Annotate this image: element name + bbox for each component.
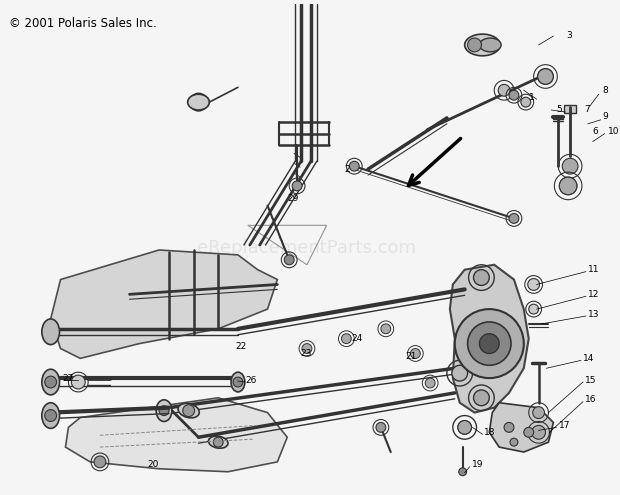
Polygon shape	[450, 265, 529, 413]
Text: 6: 6	[593, 127, 598, 136]
Text: 19: 19	[472, 460, 483, 469]
Ellipse shape	[42, 319, 60, 345]
Circle shape	[474, 270, 489, 286]
Ellipse shape	[188, 94, 210, 110]
Ellipse shape	[479, 38, 501, 52]
Circle shape	[71, 375, 85, 389]
Circle shape	[498, 84, 510, 96]
Circle shape	[509, 90, 519, 100]
Polygon shape	[564, 105, 576, 113]
Ellipse shape	[231, 372, 245, 392]
Circle shape	[521, 97, 531, 107]
Text: 12: 12	[588, 290, 600, 299]
Text: 5: 5	[556, 105, 562, 114]
Circle shape	[285, 255, 294, 265]
Circle shape	[479, 334, 499, 353]
Circle shape	[538, 69, 554, 84]
Circle shape	[183, 405, 195, 417]
Text: 21: 21	[405, 352, 417, 361]
Circle shape	[510, 438, 518, 446]
Circle shape	[562, 158, 578, 174]
Circle shape	[467, 322, 511, 365]
Text: 15: 15	[585, 376, 596, 385]
Circle shape	[213, 437, 223, 447]
Circle shape	[159, 406, 169, 416]
Circle shape	[529, 304, 539, 314]
Circle shape	[532, 425, 546, 439]
Circle shape	[233, 377, 243, 387]
Text: 22: 22	[235, 342, 246, 351]
Text: 2: 2	[344, 165, 350, 174]
Polygon shape	[66, 398, 287, 472]
Ellipse shape	[42, 369, 60, 395]
Circle shape	[376, 422, 386, 432]
Circle shape	[94, 456, 106, 468]
Text: 10: 10	[608, 127, 619, 136]
Ellipse shape	[178, 403, 199, 418]
Text: 16: 16	[585, 396, 596, 404]
Circle shape	[381, 324, 391, 334]
Circle shape	[342, 334, 352, 344]
Circle shape	[45, 410, 56, 421]
Circle shape	[509, 213, 519, 223]
Text: 9: 9	[603, 112, 608, 121]
Circle shape	[504, 422, 514, 432]
Text: eReplacementParts.com: eReplacementParts.com	[197, 239, 417, 257]
Circle shape	[528, 279, 539, 291]
Circle shape	[292, 181, 302, 191]
Text: © 2001 Polaris Sales Inc.: © 2001 Polaris Sales Inc.	[9, 17, 157, 30]
Circle shape	[458, 420, 472, 434]
Circle shape	[452, 365, 467, 381]
Circle shape	[467, 38, 481, 52]
Circle shape	[302, 344, 312, 353]
Ellipse shape	[156, 400, 172, 421]
Circle shape	[474, 390, 489, 406]
Circle shape	[559, 177, 577, 195]
Circle shape	[459, 468, 467, 476]
Circle shape	[190, 93, 208, 111]
Ellipse shape	[42, 403, 60, 428]
Circle shape	[410, 348, 420, 358]
Text: 20: 20	[148, 460, 159, 469]
Text: 18: 18	[484, 428, 496, 437]
Circle shape	[455, 309, 524, 378]
Circle shape	[524, 427, 534, 437]
Text: 26: 26	[246, 376, 257, 385]
Text: 7: 7	[584, 105, 590, 114]
Ellipse shape	[464, 34, 500, 56]
Text: 24: 24	[352, 334, 363, 343]
Circle shape	[533, 407, 544, 418]
Text: 8: 8	[603, 86, 608, 95]
Circle shape	[425, 378, 435, 388]
Text: 17: 17	[559, 421, 571, 430]
Circle shape	[349, 161, 359, 171]
Text: 27: 27	[63, 374, 74, 383]
Ellipse shape	[208, 436, 228, 448]
Text: 3: 3	[566, 31, 572, 40]
Text: 29: 29	[287, 194, 299, 203]
Text: 1: 1	[529, 93, 534, 101]
Text: 14: 14	[583, 354, 595, 363]
Polygon shape	[489, 403, 554, 452]
Text: 13: 13	[588, 309, 600, 319]
Text: 23: 23	[300, 349, 311, 358]
Text: 11: 11	[588, 265, 600, 274]
Circle shape	[45, 376, 56, 388]
Polygon shape	[51, 250, 277, 358]
